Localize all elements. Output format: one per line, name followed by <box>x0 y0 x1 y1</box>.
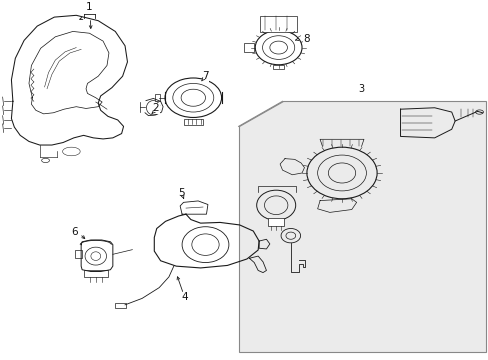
Text: 4: 4 <box>182 292 188 302</box>
Bar <box>83 270 108 277</box>
Bar <box>155 94 160 101</box>
Bar <box>268 218 284 226</box>
Text: 7: 7 <box>202 71 208 81</box>
Bar <box>244 43 254 52</box>
Bar <box>260 16 296 32</box>
Text: 5: 5 <box>178 188 184 198</box>
Text: 3: 3 <box>358 84 364 94</box>
Bar <box>273 65 284 69</box>
Bar <box>183 118 202 125</box>
Bar <box>75 250 82 258</box>
Text: 6: 6 <box>71 227 78 237</box>
Polygon shape <box>238 101 485 352</box>
Text: 8: 8 <box>303 33 309 44</box>
Bar <box>115 303 126 309</box>
Text: 1: 1 <box>86 2 93 12</box>
Text: 2: 2 <box>152 103 159 113</box>
